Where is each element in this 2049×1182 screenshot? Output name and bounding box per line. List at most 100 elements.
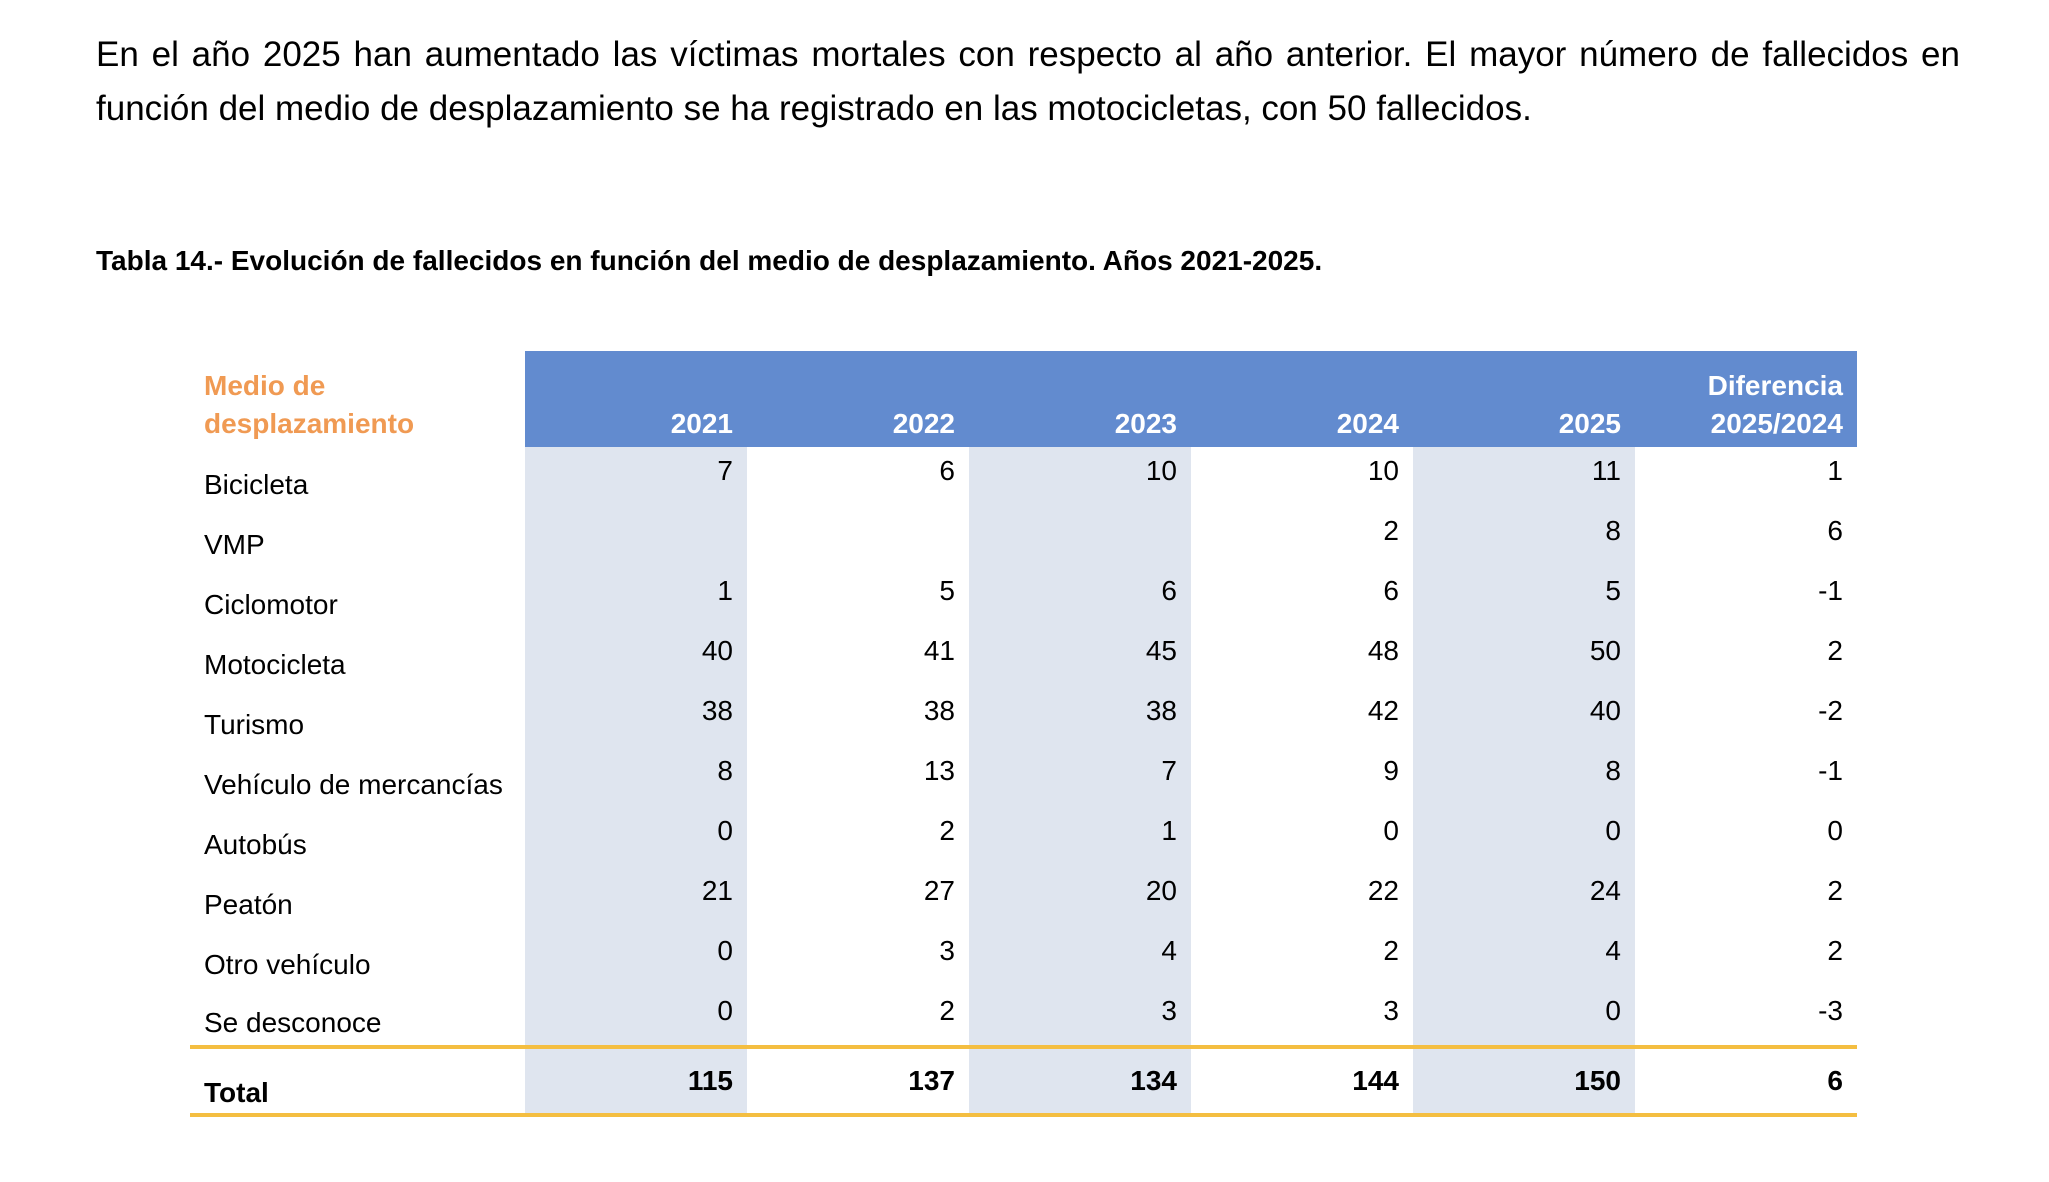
cell-value: 2: [1827, 635, 1843, 666]
cell-value: 7: [969, 747, 1191, 807]
cell-value: 50: [1413, 627, 1635, 687]
header-2024: 2024: [1191, 351, 1413, 447]
fatalities-table: Medio de desplazamiento 2021 2022 2023 20…: [190, 351, 1857, 1117]
table-header-row: Medio de desplazamiento 2021 2022 2023 20…: [190, 351, 1857, 447]
header-diff-line2: 2025/2024: [1710, 408, 1843, 439]
cell-value: 2: [1827, 935, 1843, 966]
cell-value: 45: [969, 627, 1191, 687]
cell-value: 1: [1827, 455, 1843, 486]
cell-value: 22: [1367, 875, 1399, 906]
row-label: Bicicleta: [204, 469, 309, 500]
cell-value: 0: [525, 987, 747, 1047]
cell-value: 1: [969, 807, 1191, 867]
table-caption: Tabla 14.- Evolución de fallecidos en fu…: [96, 245, 1323, 276]
header-label-line2: desplazamiento: [204, 408, 415, 439]
cell-value: 3: [1383, 995, 1399, 1026]
cell-value: 0: [1827, 815, 1843, 846]
cell-value: 10: [1367, 455, 1399, 486]
row-label: Autobús: [204, 829, 307, 860]
cell-value: 40: [1413, 687, 1635, 747]
cell-value: 6: [1383, 575, 1399, 606]
header-medio: Medio de desplazamiento: [190, 351, 525, 447]
cell-value: 38: [923, 695, 955, 726]
table-row: Peatón 21 27 20 22 24 2: [190, 867, 1857, 927]
cell-value: 10: [969, 447, 1191, 507]
cell-value: 0: [1413, 987, 1635, 1047]
cell-value: 2: [1383, 935, 1399, 966]
header-diferencia: Diferencia 2025/2024: [1635, 351, 1857, 447]
cell-value: 8: [1413, 747, 1635, 807]
cell-value: [525, 507, 747, 567]
header-diff-line1: Diferencia: [1707, 370, 1843, 401]
cell-value: 7: [525, 447, 747, 507]
cell-value: 2: [1383, 515, 1399, 546]
cell-value: 38: [525, 687, 747, 747]
cell-value: 2: [939, 995, 955, 1026]
cell-value: 3: [939, 935, 955, 966]
cell-value: 27: [923, 875, 955, 906]
cell-value: -2: [1818, 695, 1843, 726]
cell-value: 2: [939, 815, 955, 846]
cell-value: 137: [747, 1045, 969, 1117]
total-row: Total 115 137 134 144 150 6: [190, 1045, 1857, 1117]
cell-value: 4: [1413, 927, 1635, 987]
cell-value: 115: [525, 1045, 747, 1117]
cell-value: -1: [1818, 575, 1843, 606]
row-label: Peatón: [204, 889, 293, 920]
cell-value: 9: [1383, 755, 1399, 786]
cell-value: 1: [525, 567, 747, 627]
cell-value: 3: [969, 987, 1191, 1047]
cell-value: 21: [525, 867, 747, 927]
table-row: Bicicleta 7 6 10 10 11 1: [190, 447, 1857, 507]
header-2021: 2021: [525, 351, 747, 447]
header-label-line1: Medio de: [204, 370, 326, 401]
row-label: Turismo: [204, 709, 305, 740]
cell-value: 13: [923, 755, 955, 786]
header-2022: 2022: [747, 351, 969, 447]
table-row: Se desconoce 0 2 3 3 0 -3: [190, 987, 1857, 1047]
row-label: Vehículo de mercancías: [204, 769, 503, 800]
cell-value: 0: [525, 927, 747, 987]
cell-value: 134: [969, 1045, 1191, 1117]
table-row: Ciclomotor 1 5 6 6 5 -1: [190, 567, 1857, 627]
table-row: Vehículo de mercancías 8 13 7 9 8 -1: [190, 747, 1857, 807]
cell-value: 42: [1367, 695, 1399, 726]
cell-value: 5: [1413, 567, 1635, 627]
cell-value: 41: [923, 635, 955, 666]
row-label: Otro vehículo: [204, 949, 371, 980]
table-row: VMP 2 8 6: [190, 507, 1857, 567]
cell-value: 48: [1367, 635, 1399, 666]
intro-paragraph: En el año 2025 han aumentado las víctima…: [96, 35, 1960, 128]
cell-value: 0: [1383, 815, 1399, 846]
cell-value: 0: [1413, 807, 1635, 867]
cell-value: 4: [969, 927, 1191, 987]
row-label: Se desconoce: [204, 1007, 382, 1038]
cell-value: 5: [939, 575, 955, 606]
cell-value: [969, 507, 1191, 567]
cell-value: 24: [1413, 867, 1635, 927]
header-2023: 2023: [969, 351, 1191, 447]
table-row: Motocicleta 40 41 45 48 50 2: [190, 627, 1857, 687]
cell-value: 6: [1827, 515, 1843, 546]
cell-value: 8: [1413, 507, 1635, 567]
cell-value: 2: [1827, 875, 1843, 906]
cell-value: [747, 507, 969, 567]
row-label: Motocicleta: [204, 649, 346, 680]
table-row: Turismo 38 38 38 42 40 -2: [190, 687, 1857, 747]
cell-value: 150: [1413, 1045, 1635, 1117]
row-label: Ciclomotor: [204, 589, 338, 620]
header-2025: 2025: [1413, 351, 1635, 447]
table-row: Autobús 0 2 1 0 0 0: [190, 807, 1857, 867]
cell-value: 6: [1635, 1045, 1857, 1117]
cell-value: -3: [1818, 995, 1843, 1026]
cell-value: 144: [1191, 1045, 1413, 1117]
cell-value: 20: [969, 867, 1191, 927]
cell-value: 11: [1413, 447, 1635, 507]
row-label: Total: [190, 1045, 525, 1117]
row-label: VMP: [204, 529, 265, 560]
cell-value: 6: [969, 567, 1191, 627]
cell-value: 38: [969, 687, 1191, 747]
cell-value: 40: [525, 627, 747, 687]
cell-value: 0: [525, 807, 747, 867]
cell-value: -1: [1818, 755, 1843, 786]
